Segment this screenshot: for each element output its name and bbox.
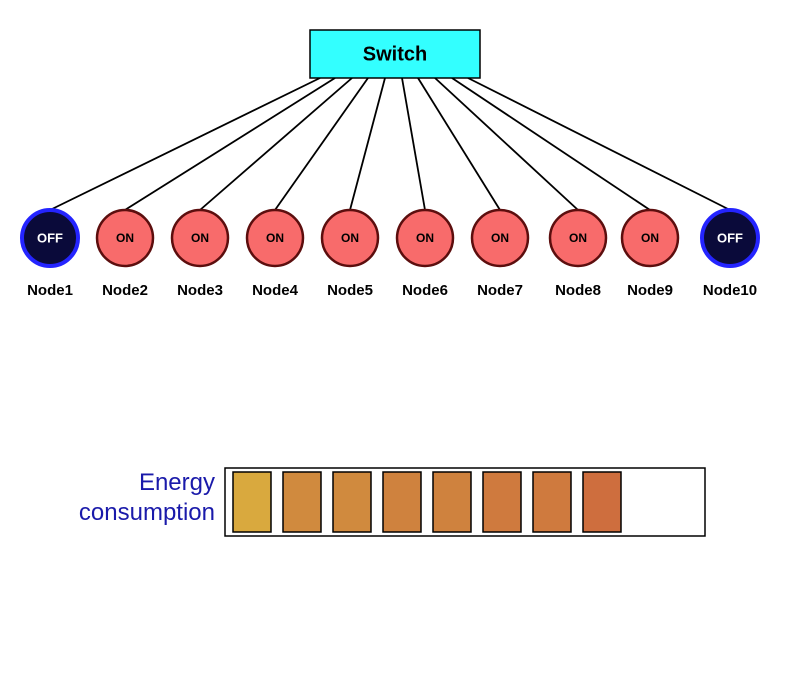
node-state-node9: ON (641, 231, 659, 245)
switch-label: Switch (363, 43, 427, 65)
energy-bar-6 (483, 472, 521, 532)
node-label-node4: Node4 (252, 282, 299, 299)
node-state-node7: ON (491, 231, 509, 245)
edge-node5 (350, 78, 385, 210)
energy-bar-8 (583, 472, 621, 532)
node-label-node10: Node10 (703, 282, 757, 299)
node-state-node2: ON (116, 231, 134, 245)
energy-bar-5 (433, 472, 471, 532)
node-label-node2: Node2 (102, 282, 148, 299)
node-label-node5: Node5 (327, 282, 373, 299)
node-state-node8: ON (569, 231, 587, 245)
energy-bar-7 (533, 472, 571, 532)
edge-node6 (402, 78, 425, 210)
node-state-node10: OFF (717, 230, 743, 245)
energy-bar-2 (283, 472, 321, 532)
energy-bar-4 (383, 472, 421, 532)
edge-node2 (125, 78, 335, 210)
energy-label-line2: consumption (79, 499, 215, 526)
edge-node9 (452, 78, 650, 210)
edge-node1 (50, 78, 320, 210)
diagram-canvas: Switch OFF Node1 ON Node2 ON Node3 ON Node4 ON Nod… (0, 0, 800, 698)
edge-node4 (275, 78, 368, 210)
energy-label-line1: Energy (139, 469, 215, 496)
node-state-node6: ON (416, 231, 434, 245)
node-label-node8: Node8 (555, 282, 601, 299)
energy-bar-3 (333, 472, 371, 532)
node-state-node3: ON (191, 231, 209, 245)
node-state-node5: ON (341, 231, 359, 245)
energy-bar-1 (233, 472, 271, 532)
node-label-node3: Node3 (177, 282, 223, 299)
node-label-node7: Node7 (477, 282, 523, 299)
node-label-node1: Node1 (27, 282, 73, 299)
node-label-node9: Node9 (627, 282, 673, 299)
node-state-node1: OFF (37, 230, 63, 245)
edge-node3 (200, 78, 352, 210)
node-state-node4: ON (266, 231, 284, 245)
node-label-node6: Node6 (402, 282, 448, 299)
edge-node7 (418, 78, 500, 210)
